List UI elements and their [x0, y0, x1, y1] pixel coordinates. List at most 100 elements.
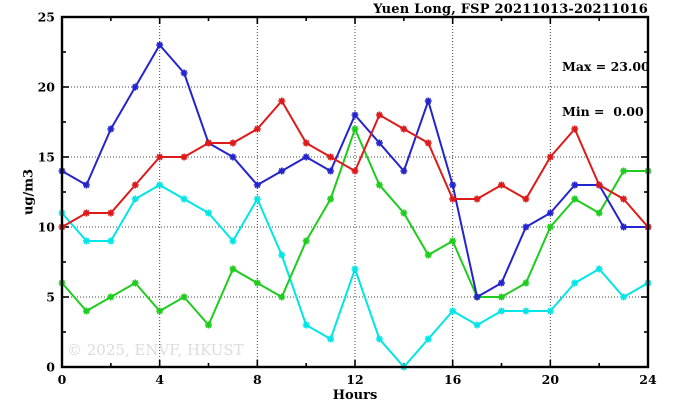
- series-red-marker: [400, 125, 408, 133]
- series-blue-marker: [156, 41, 164, 49]
- series-blue-marker: [449, 181, 457, 189]
- series-blue-marker: [351, 111, 359, 119]
- series-cyan-marker: [449, 307, 457, 315]
- series-red-marker: [131, 181, 139, 189]
- y-tick-label: 25: [38, 10, 55, 25]
- series-red-marker: [498, 181, 505, 189]
- watermark: © 2025, ENVF, HKUST: [67, 341, 244, 359]
- series-blue-marker: [498, 279, 505, 287]
- series-green-marker: [449, 237, 457, 245]
- series-red-marker: [595, 181, 603, 189]
- series-cyan-marker: [229, 237, 237, 245]
- series-cyan-marker: [253, 195, 261, 203]
- series-red-marker: [302, 139, 310, 147]
- x-tick-label: 8: [253, 372, 262, 387]
- series-cyan-marker: [180, 195, 188, 203]
- series-blue-marker: [82, 181, 90, 189]
- series-green-marker: [595, 209, 603, 217]
- page-title: Yuen Long, FSP 20211013-20211016: [373, 2, 648, 17]
- x-tick-label: 0: [58, 372, 67, 387]
- series-red-marker: [107, 209, 115, 217]
- series-green-marker: [278, 293, 286, 301]
- series-blue-marker: [522, 223, 530, 231]
- series-blue-marker: [302, 153, 310, 161]
- series-green-marker: [82, 307, 90, 315]
- series-green-marker: [205, 321, 212, 329]
- series-cyan-marker: [620, 293, 628, 301]
- x-tick-label: 12: [346, 372, 363, 387]
- series-cyan-marker: [327, 335, 335, 343]
- y-tick-label: 5: [46, 290, 55, 305]
- series-red-marker: [205, 139, 212, 147]
- series-blue-marker: [327, 167, 335, 175]
- series-blue-marker: [400, 167, 408, 175]
- series-cyan-marker: [424, 335, 432, 343]
- series-cyan-marker: [107, 237, 115, 245]
- series-green-marker: [571, 195, 579, 203]
- series-blue-marker: [278, 167, 286, 175]
- series-blue-marker: [107, 125, 115, 133]
- series-green-marker: [424, 251, 432, 259]
- series-red-marker: [278, 97, 286, 105]
- series-blue-marker: [571, 181, 579, 189]
- series-cyan-marker: [498, 307, 505, 315]
- series-red-marker: [449, 195, 457, 203]
- series-red-marker: [351, 167, 359, 175]
- x-tick-label: 4: [155, 372, 164, 387]
- y-tick-label: 15: [38, 150, 55, 165]
- series-red-marker: [620, 195, 628, 203]
- series-cyan-marker: [205, 209, 212, 217]
- series-green: [58, 125, 652, 329]
- series-cyan-marker: [278, 251, 286, 259]
- x-axis-label: Hours: [332, 388, 378, 403]
- max-value-label: Max = 23.00: [562, 59, 650, 74]
- series-red-marker: [253, 125, 261, 133]
- series-green-marker: [229, 265, 237, 273]
- series-cyan-marker: [522, 307, 530, 315]
- series-cyan-marker: [131, 195, 139, 203]
- series-green-marker: [180, 293, 188, 301]
- series-green-marker: [302, 237, 310, 245]
- series-green-marker: [131, 279, 139, 287]
- series-red-marker: [82, 209, 90, 217]
- series-green-marker: [498, 293, 505, 301]
- series-blue-marker: [620, 223, 628, 231]
- series-red-marker: [546, 153, 554, 161]
- series-red-marker: [327, 153, 335, 161]
- series-blue-marker: [180, 69, 188, 77]
- series-red-marker: [229, 139, 237, 147]
- series-blue-marker: [546, 209, 554, 217]
- series-red-marker: [180, 153, 188, 161]
- series-red-marker: [375, 111, 383, 119]
- series-cyan-marker: [302, 321, 310, 329]
- series-green-marker: [620, 167, 628, 175]
- series-red-marker: [156, 153, 164, 161]
- series-green-marker: [107, 293, 115, 301]
- x-tick-label: 24: [639, 372, 657, 387]
- tick-labels: 0 5 10 15 20 25 0 4 8 12 16 20 24: [38, 10, 657, 388]
- series-green-marker: [327, 195, 335, 203]
- series-blue-marker: [229, 153, 237, 161]
- series-blue: [58, 41, 652, 301]
- series-green-marker: [156, 307, 164, 315]
- series-cyan-marker: [595, 265, 603, 273]
- series-cyan-marker: [473, 321, 481, 329]
- series-cyan-marker: [351, 265, 359, 273]
- series-cyan-marker: [156, 181, 164, 189]
- x-tick-label: 16: [444, 372, 462, 387]
- series-blue-marker: [424, 97, 432, 105]
- series-cyan-marker: [82, 237, 90, 245]
- series-green-marker: [253, 279, 261, 287]
- series-blue-marker: [473, 293, 481, 301]
- series-red-marker: [473, 195, 481, 203]
- series-red-marker: [424, 139, 432, 147]
- series-cyan-marker: [546, 307, 554, 315]
- min-value-label: Min = 0.00: [562, 104, 644, 119]
- series-cyan-marker: [571, 279, 579, 287]
- y-tick-label: 0: [46, 360, 55, 375]
- series-red-marker: [571, 125, 579, 133]
- series-green-marker: [400, 209, 408, 217]
- series-green-marker: [522, 279, 530, 287]
